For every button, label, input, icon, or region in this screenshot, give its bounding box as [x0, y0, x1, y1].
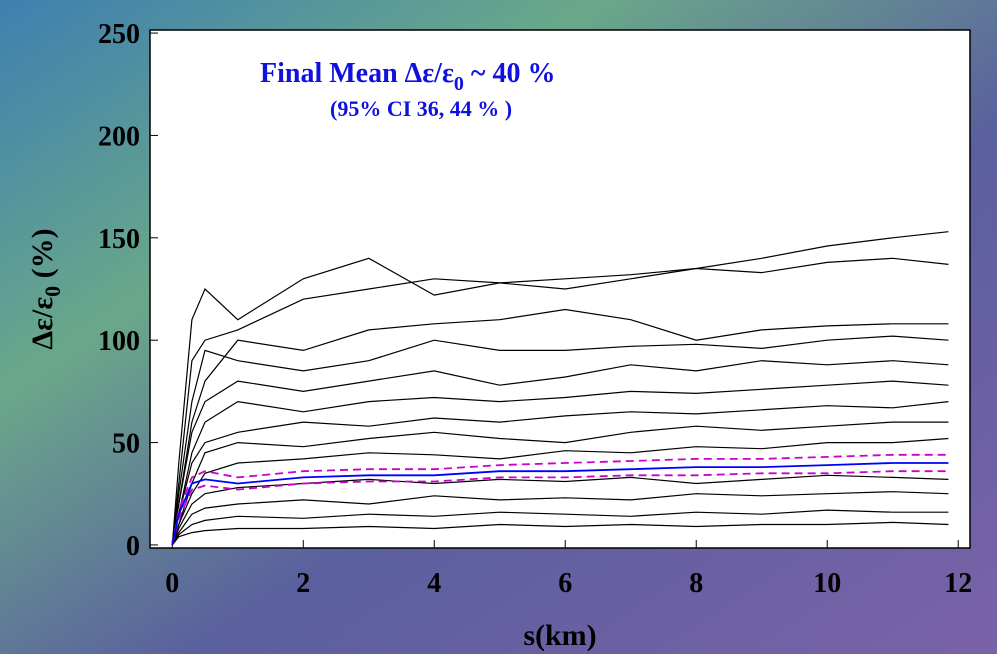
annotation-text: Final Mean Δε/ε: [260, 58, 454, 89]
series-line: [171, 360, 949, 545]
series-line: [171, 231, 949, 545]
y-tick-label: 50: [112, 429, 140, 460]
series-line: [171, 491, 949, 546]
x-tick-label: 6: [558, 568, 572, 599]
series-line: [171, 509, 949, 546]
x-axis-label: s(km): [523, 619, 596, 652]
series-line: [171, 521, 949, 546]
series-line: [171, 257, 949, 545]
annotation-subscript: 0: [454, 73, 464, 95]
y-tick-label: 250: [98, 19, 140, 50]
series-line: [171, 380, 949, 546]
series-line: [171, 474, 949, 546]
y-axis-label-text: (%): [26, 228, 59, 285]
y-tick-label: 200: [98, 121, 140, 152]
x-tick-label: 2: [296, 568, 310, 599]
x-tick-label: 8: [689, 568, 703, 599]
annotation: (95% CI 36, 44 % ): [330, 96, 512, 121]
y-axis-label-text: Δε/ε: [26, 297, 59, 350]
y-tick-label: 100: [98, 326, 140, 357]
series-line: [171, 308, 949, 545]
annotation-text: (95% CI 36, 44 % ): [330, 96, 512, 121]
y-tick-label: 150: [98, 224, 140, 255]
x-tick-label: 0: [165, 568, 179, 599]
x-tick-label: 12: [944, 568, 972, 599]
y-tick-label: 0: [126, 531, 140, 562]
series-line: [171, 437, 949, 546]
series-line: [171, 462, 949, 546]
x-tick-label: 10: [813, 568, 841, 599]
series-line: [171, 470, 949, 546]
y-axis-label: Δε/ε0 (%): [26, 228, 65, 349]
x-tick-label: 4: [427, 568, 441, 599]
annotation: Final Mean Δε/ε0 ~ 40 %: [260, 58, 555, 95]
series-line: [171, 421, 949, 546]
annotation-text: ~ 40 %: [464, 58, 556, 89]
series-line: [171, 335, 949, 545]
y-axis-label-subscript: 0: [40, 286, 65, 297]
series-line: [171, 401, 949, 546]
